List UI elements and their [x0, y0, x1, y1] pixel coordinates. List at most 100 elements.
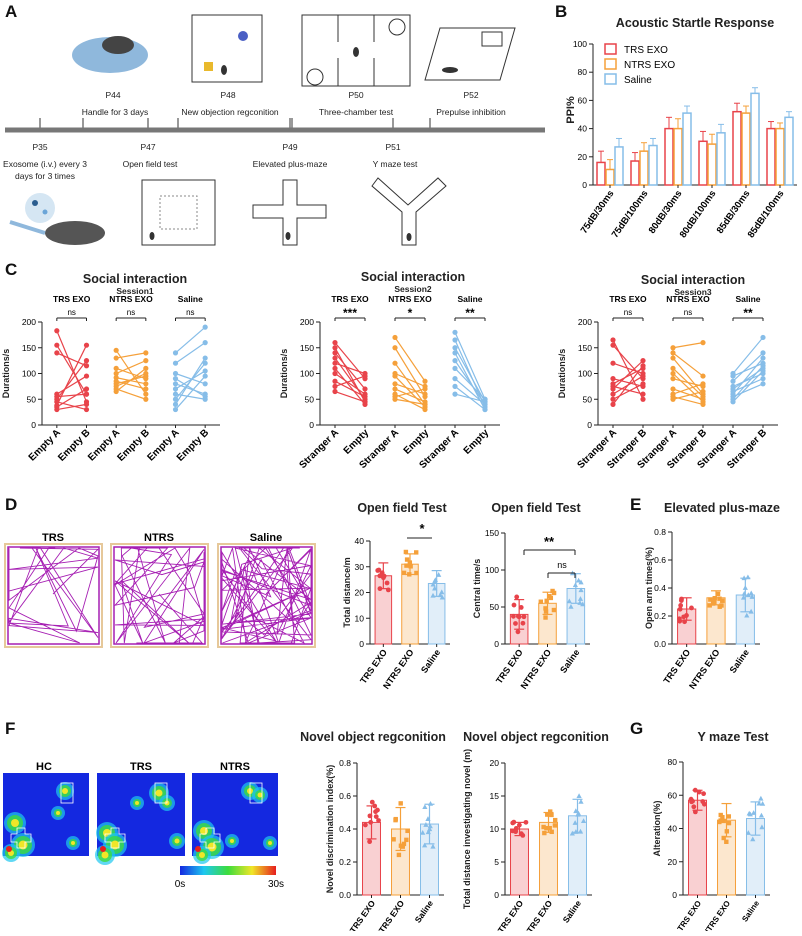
object-square-icon [204, 62, 213, 71]
data-point [670, 365, 676, 371]
legend-swatch-ntrs [604, 58, 617, 70]
heat-spot [62, 788, 68, 794]
x-tick-label: TRS EXO [496, 898, 526, 931]
data-point [143, 381, 149, 387]
mouse-icon [285, 232, 291, 240]
data-point [700, 401, 706, 407]
pair-line [394, 388, 426, 403]
y-tick-label: 0.6 [654, 555, 666, 565]
data-point [545, 812, 550, 817]
group-label: TRS EXO [331, 294, 369, 304]
data-point [427, 823, 433, 829]
data-point [172, 360, 179, 366]
data-point [143, 386, 149, 392]
data-point [425, 829, 431, 835]
trace-perimeter [7, 546, 100, 645]
data-point [430, 592, 436, 598]
data-point [392, 396, 398, 402]
data-point [718, 812, 723, 818]
mouse-shape [102, 36, 134, 54]
data-point [391, 837, 396, 842]
data-point [414, 570, 419, 576]
data-point [520, 620, 526, 626]
data-point [552, 817, 558, 823]
y-tick-label: 200 [578, 317, 592, 327]
data-point [143, 396, 149, 402]
trace-label-ntrs: NTRS [144, 532, 174, 544]
data-point [708, 597, 713, 602]
panel-label-f: F [5, 719, 15, 738]
pair-line [56, 388, 87, 408]
session-label-1: Session1 [116, 286, 154, 296]
data-point [362, 822, 368, 828]
data-point [758, 795, 764, 801]
pair-line [454, 339, 486, 408]
speaker-icon [481, 31, 503, 47]
data-point [551, 607, 557, 613]
data-point [377, 573, 383, 579]
data-point [690, 798, 695, 804]
heat-spot [174, 838, 180, 844]
mouse-shape [45, 221, 105, 245]
data-point [541, 824, 546, 830]
data-point [425, 816, 431, 821]
pair-line [732, 365, 764, 400]
data-point [422, 842, 428, 848]
pair-line [454, 367, 486, 400]
bar-saline [682, 112, 692, 186]
y-axis-label: Total distance investigating novel (m) [462, 749, 472, 909]
data-point [422, 378, 428, 384]
data-point [511, 613, 516, 619]
data-point [569, 830, 575, 836]
data-point [172, 391, 179, 397]
data-point [748, 608, 754, 614]
pair-line [334, 373, 366, 395]
y-tick-label: 0 [309, 420, 314, 430]
event-p50-day: P50 [348, 90, 363, 100]
trace-perimeter [113, 546, 206, 645]
data-point [332, 370, 338, 377]
x-tick-label: Stranger A [297, 427, 341, 471]
heat-spot [71, 841, 75, 845]
x-tick-label: Saline [728, 647, 751, 674]
data-point [54, 328, 60, 334]
data-point [332, 345, 338, 351]
data-point [543, 615, 548, 620]
data-point [724, 829, 730, 834]
data-point [172, 370, 179, 377]
data-point [760, 350, 766, 356]
data-point [407, 572, 412, 577]
novel-distance-chart: 0 5 10 15 20 Total distance investigating nov… [462, 749, 592, 936]
y-tick-label: 0.0 [339, 890, 351, 900]
data-point [452, 350, 458, 356]
heat-scale-max: 30s [268, 879, 284, 890]
data-point [640, 373, 646, 379]
x-tick-label: 85dB/30ms [715, 188, 753, 235]
data-point [710, 601, 716, 606]
data-point [566, 598, 572, 604]
data-point [677, 616, 682, 622]
pair-line [175, 378, 206, 398]
data-point [758, 812, 765, 818]
y-tick-label: 50 [27, 394, 37, 404]
data-point [83, 401, 90, 407]
bar-saline [716, 132, 726, 186]
pair-line [612, 367, 644, 385]
data-point [422, 386, 428, 392]
data-point [436, 572, 442, 577]
pair-line [732, 357, 764, 395]
trace-label-trs: TRS [42, 532, 64, 544]
x-tick-label: Saline [413, 898, 436, 924]
data-point [332, 360, 338, 366]
data-point [572, 820, 578, 825]
social-title-2: Social interaction [361, 270, 465, 284]
data-point [717, 596, 722, 601]
movement-trace [220, 546, 312, 645]
data-point [538, 599, 544, 604]
pair-line [56, 375, 87, 395]
data-point [543, 609, 549, 614]
data-point [400, 844, 405, 849]
data-point [83, 358, 90, 364]
data-point [707, 603, 712, 608]
data-point [760, 355, 766, 361]
